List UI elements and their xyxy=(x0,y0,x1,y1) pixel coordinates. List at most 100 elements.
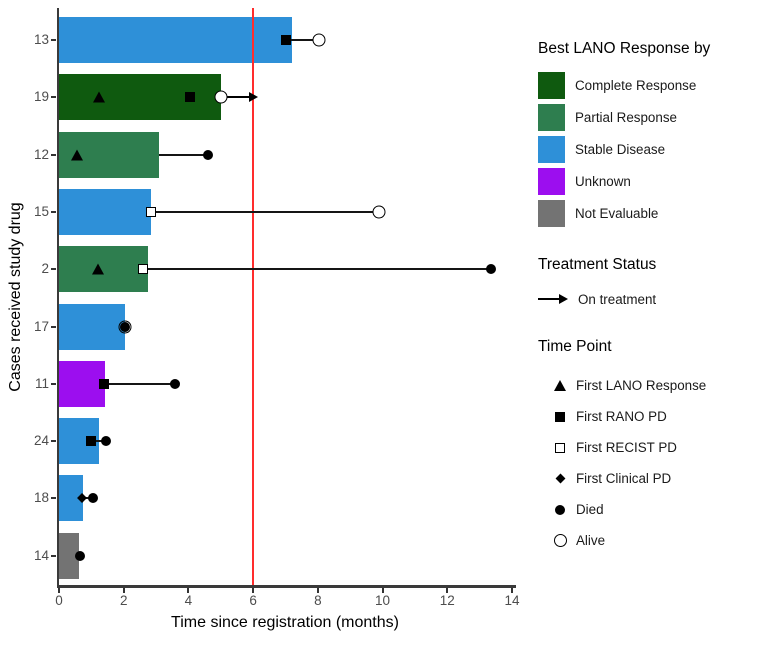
y-tick-2 xyxy=(51,268,56,271)
circle-glyph xyxy=(553,534,567,547)
arrow-head xyxy=(559,294,568,304)
died-marker-case-11 xyxy=(170,378,181,389)
y-tick-label-12: 12 xyxy=(33,146,49,162)
legend-item-first-recist-pd: First RECIST PD xyxy=(538,432,775,463)
legend-treatment-title: Treatment Status xyxy=(538,256,657,273)
square-open-icon xyxy=(548,436,572,460)
x-tick-label-14: 14 xyxy=(504,593,520,608)
not-evaluable-swatch xyxy=(538,200,565,227)
triangle-glyph xyxy=(554,380,566,391)
x-tick-2 xyxy=(122,587,125,593)
legend-item-label: On treatment xyxy=(578,291,657,307)
first-rano-pd-marker-case-24 xyxy=(86,436,97,447)
x-tick-0 xyxy=(58,587,60,593)
died-marker-case-12 xyxy=(202,149,213,160)
triangle-icon xyxy=(548,374,572,398)
bar-case-17 xyxy=(59,303,126,350)
legend-response-title: Best LANO Response by xyxy=(538,40,711,57)
legend-item-stable-disease: Stable Disease xyxy=(538,136,775,163)
legend-item-not-evaluable: Not Evaluable xyxy=(538,200,775,227)
y-tick-label-13: 13 xyxy=(33,32,49,47)
x-axis-title: Time since registration (months) xyxy=(171,614,399,631)
legend-item-alive: Alive xyxy=(538,525,775,556)
stable-disease-swatch xyxy=(538,136,565,163)
y-tick-label-24: 24 xyxy=(33,433,49,449)
connector-line-case-13 xyxy=(285,39,320,41)
y-tick-label-14: 14 xyxy=(33,547,49,563)
y-tick-label-2: 2 xyxy=(41,261,49,277)
legend-item-first-clinical-pd: First Clinical PD xyxy=(538,463,775,494)
y-tick-11 xyxy=(51,382,56,385)
on-treatment-arrow-case-19 xyxy=(224,96,252,99)
died-marker-case-24 xyxy=(100,436,111,447)
legend: Best LANO Response by Complete Response P… xyxy=(538,40,775,556)
first-rano-pd-marker-case-19 xyxy=(185,92,196,103)
alive-marker-case-15 xyxy=(372,205,386,219)
y-tick-18 xyxy=(51,497,56,500)
died-marker-case-2 xyxy=(485,264,496,275)
legend-spacer xyxy=(538,232,775,256)
x-tick-label-2: 2 xyxy=(119,593,128,608)
arrow-right-icon xyxy=(538,293,568,305)
legend-item-label: First Clinical PD xyxy=(576,471,672,486)
x-tick-label-12: 12 xyxy=(439,593,455,608)
on-treatment-arrowhead-case-19 xyxy=(248,92,258,103)
legend-item-on-treatment: On treatment xyxy=(538,288,775,310)
legend-item-partial-response: Partial Response xyxy=(538,104,775,131)
unknown-swatch xyxy=(538,168,565,195)
y-tick-15 xyxy=(51,210,56,213)
legend-timepoint-items: First LANO Response First RANO PD First RE… xyxy=(538,370,775,556)
legend-item-label: First RECIST PD xyxy=(576,440,677,455)
first-lano-response-marker-case-2 xyxy=(91,263,104,275)
y-tick-19 xyxy=(51,96,56,99)
legend-item-first-lano-response: First LANO Response xyxy=(538,370,775,401)
connector-line-case-24 xyxy=(91,440,106,443)
legend-item-label: Unknown xyxy=(575,174,631,189)
first-rano-pd-marker-case-13 xyxy=(280,35,291,45)
y-axis-line xyxy=(56,8,59,588)
y-tick-label-11: 11 xyxy=(34,375,49,391)
x-tick-6 xyxy=(252,587,255,593)
plot-area: 0 2 4 6 8 10 12 14 13 19 12 15 2 17 11 24 18 14 xyxy=(34,8,520,608)
x-tick-label-6: 6 xyxy=(249,593,257,608)
x-tick-label-8: 8 xyxy=(314,593,322,608)
square-open-glyph xyxy=(555,442,565,453)
connector-line-case-12 xyxy=(159,153,208,156)
legend-timepoint-title: Time Point xyxy=(538,338,612,355)
x-tick-label-10: 10 xyxy=(375,593,391,608)
legend-item-label: Complete Response xyxy=(575,78,697,93)
first-recist-pd-marker-case-15 xyxy=(146,206,157,217)
diamond-glyph xyxy=(555,473,565,484)
bar-case-15 xyxy=(59,188,152,235)
died-marker-case-14 xyxy=(75,550,86,561)
legend-spacer xyxy=(538,314,775,338)
legend-item-unknown: Unknown xyxy=(538,168,775,195)
reference-line-6-months xyxy=(252,8,255,585)
square-icon xyxy=(548,405,572,429)
square-glyph xyxy=(555,411,565,422)
legend-treatment-items: On treatment xyxy=(538,288,775,310)
legend-item-label: Not Evaluable xyxy=(575,206,659,221)
alive-marker-case-13 xyxy=(312,33,326,47)
y-axis-title: Cases received study drug xyxy=(7,202,24,392)
alive-marker-case-17 xyxy=(118,320,132,333)
bar-case-14 xyxy=(59,532,80,579)
first-rano-pd-marker-case-11 xyxy=(98,378,109,389)
arrow-line xyxy=(538,298,560,300)
y-tick-17 xyxy=(51,325,56,328)
legend-item-label: Alive xyxy=(576,533,606,548)
legend-item-first-rano-pd: First RANO PD xyxy=(538,401,775,432)
legend-item-label: Partial Response xyxy=(575,110,677,125)
bar-case-11 xyxy=(59,360,105,407)
y-tick-14 xyxy=(51,554,56,557)
x-axis-line xyxy=(56,585,516,588)
legend-item-died: Died xyxy=(538,494,775,525)
x-tick-12 xyxy=(446,587,449,593)
dot-icon xyxy=(548,498,572,522)
x-tick-4 xyxy=(187,587,190,593)
connector-line-case-2 xyxy=(143,268,491,271)
connector-line-case-18 xyxy=(81,497,93,500)
bar-case-19 xyxy=(59,74,221,121)
legend-item-label: Died xyxy=(576,502,604,517)
